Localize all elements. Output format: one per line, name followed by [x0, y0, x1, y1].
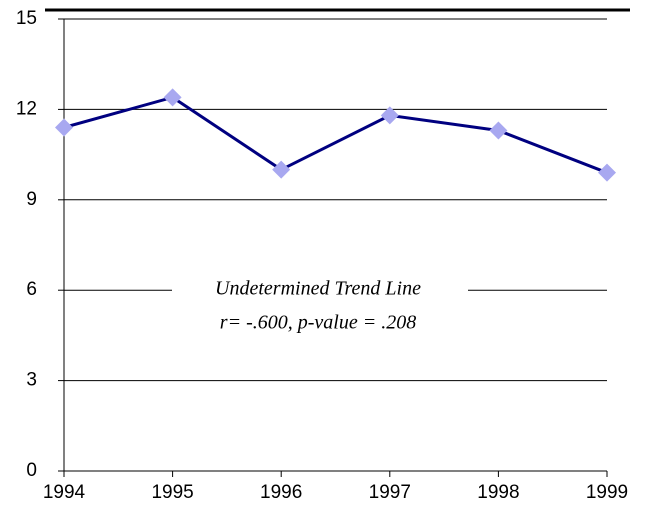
data-line — [63, 95, 608, 175]
data-point — [598, 163, 616, 182]
y-tick-label: 6 — [26, 279, 37, 300]
annotation-background — [172, 272, 468, 338]
y-tick-label: 12 — [16, 98, 37, 119]
x-tick-label: 1995 — [151, 482, 193, 503]
x-tick-label: 1999 — [586, 482, 628, 503]
data-point — [272, 160, 291, 179]
x-tick-label: 1998 — [477, 482, 519, 503]
y-tick-label: 3 — [26, 370, 37, 391]
y-tick-label: 0 — [26, 460, 37, 481]
annotation: Undetermined Trend Line — [215, 278, 421, 300]
x-tick-label: 1994 — [43, 482, 86, 503]
y-tick-label: 9 — [26, 189, 37, 210]
y-tick-label: 15 — [16, 8, 37, 29]
data-point — [489, 121, 508, 140]
annotation: r= -.600, p-value = .208 — [220, 312, 416, 334]
data-point — [55, 118, 73, 137]
x-tick-label: 1996 — [260, 482, 302, 503]
x-tick-label: 1997 — [369, 482, 411, 503]
data-point — [163, 88, 182, 107]
data-point — [380, 106, 399, 125]
